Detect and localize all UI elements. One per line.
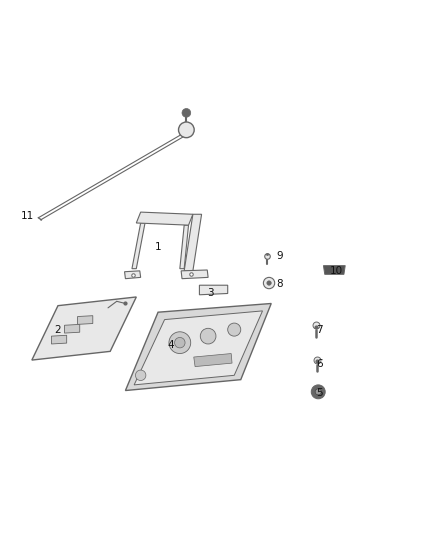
Text: 6: 6 xyxy=(316,359,322,369)
Circle shape xyxy=(311,385,325,399)
Circle shape xyxy=(228,323,241,336)
Polygon shape xyxy=(64,325,80,333)
Polygon shape xyxy=(125,303,271,391)
Text: 2: 2 xyxy=(55,325,61,335)
Polygon shape xyxy=(323,265,345,274)
Polygon shape xyxy=(78,316,93,325)
Text: 8: 8 xyxy=(277,279,283,289)
Circle shape xyxy=(175,337,185,348)
Text: 9: 9 xyxy=(277,251,283,261)
Circle shape xyxy=(267,281,271,285)
Circle shape xyxy=(263,277,275,289)
Circle shape xyxy=(200,328,216,344)
Polygon shape xyxy=(184,214,201,271)
Polygon shape xyxy=(180,225,188,269)
Text: 4: 4 xyxy=(168,340,174,350)
Polygon shape xyxy=(132,223,145,269)
Circle shape xyxy=(179,122,194,138)
Polygon shape xyxy=(181,270,208,279)
Polygon shape xyxy=(32,297,136,360)
Polygon shape xyxy=(134,311,262,385)
Text: 10: 10 xyxy=(330,266,343,276)
Circle shape xyxy=(315,389,321,395)
Polygon shape xyxy=(199,285,228,295)
Text: 5: 5 xyxy=(316,387,322,398)
Circle shape xyxy=(182,109,191,117)
Polygon shape xyxy=(194,353,232,367)
Text: 11: 11 xyxy=(21,212,34,221)
Circle shape xyxy=(169,332,191,353)
Polygon shape xyxy=(51,335,67,344)
Polygon shape xyxy=(124,271,141,279)
Polygon shape xyxy=(136,212,193,225)
Circle shape xyxy=(135,370,146,381)
Text: 1: 1 xyxy=(155,242,161,252)
Text: 3: 3 xyxy=(207,288,214,297)
Text: 7: 7 xyxy=(316,325,322,335)
